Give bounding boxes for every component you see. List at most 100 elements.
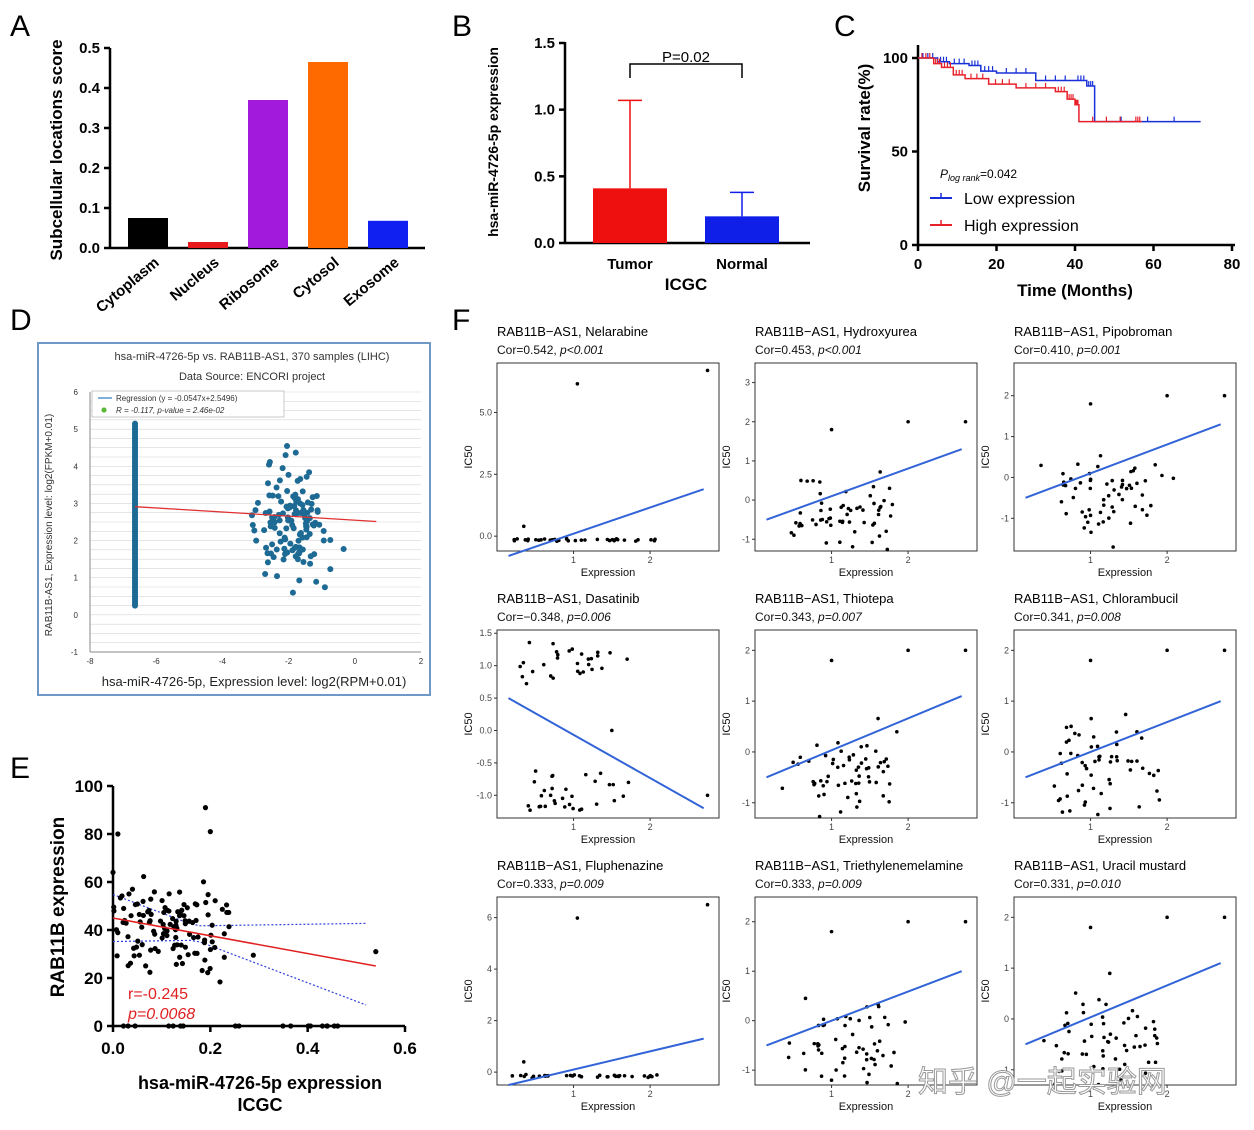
panel-e-point [212, 944, 218, 951]
panel-d-point [287, 540, 294, 547]
panel-e-point [111, 904, 117, 910]
panel-a-ytick-label: 0.1 [79, 200, 100, 217]
panel-f-point [571, 806, 575, 811]
panel-e-point [176, 913, 183, 919]
panel-d-point [292, 543, 299, 550]
panel-f-point [649, 538, 653, 542]
panel-f-point [1088, 478, 1093, 483]
panel-f-point [854, 791, 859, 796]
panel-f-point [1123, 712, 1128, 717]
panel-d-point [327, 536, 334, 543]
panel-f-point [870, 540, 874, 545]
panel-d-ytick-label: 2 [74, 537, 79, 546]
panel-f-point [1081, 1010, 1086, 1015]
panel-f-point [1138, 1044, 1142, 1049]
panel-f-point [1064, 725, 1069, 730]
panel-f-point [607, 782, 612, 787]
panel-f-ytick-label: -1 [742, 798, 750, 808]
panel-d-point [297, 530, 304, 537]
panel-e-point [217, 979, 223, 985]
panel-f-point [1105, 482, 1109, 486]
panel-e-p: p=0.0068 [127, 1006, 195, 1023]
panel-f-point [1122, 1043, 1127, 1048]
panel-f-point [839, 505, 843, 510]
panel-f-point [798, 521, 802, 526]
panel-a-ylabel: Subcellular locations score [47, 39, 66, 260]
panel-f-point [792, 533, 796, 538]
panel-f-point [1114, 1036, 1118, 1040]
panel-f-point [1149, 503, 1153, 508]
panel-e-ytick-label: 40 [84, 921, 103, 940]
panel-f-point [881, 1053, 885, 1058]
panel-d-point [307, 553, 314, 560]
panel-f-point [579, 538, 584, 542]
panel-e-point [201, 940, 208, 946]
legend-high-expression: High expression [964, 218, 1079, 235]
panel-e-ytick-label: 60 [84, 873, 103, 892]
panel-e-point [186, 931, 193, 937]
panel-f-point [705, 793, 710, 798]
panel-f-point [1113, 1057, 1118, 1061]
panel-f-point [555, 656, 560, 660]
panel-d-point [263, 544, 270, 551]
panel-d-point [282, 452, 289, 459]
panel-d-point [271, 524, 278, 531]
panel-e-point [224, 909, 230, 916]
panel-d-point [292, 449, 299, 456]
panel-f-point [1139, 736, 1144, 740]
panel-d-ytick-label: 1 [74, 574, 79, 583]
panel-e-point [117, 895, 124, 901]
panel-e-point [186, 918, 192, 924]
panel-e-point [181, 913, 187, 919]
panel-f-point [852, 529, 857, 534]
panel-f-point [1101, 1067, 1105, 1071]
panel-d-point [299, 488, 306, 495]
panel-f-xtick-label: 2 [906, 1089, 911, 1099]
panel-f-point [843, 781, 847, 786]
panel-f-point [570, 647, 575, 651]
panel-e-point [170, 1023, 176, 1029]
panel-f-point [869, 1025, 874, 1029]
panel-f-point [541, 662, 546, 667]
panel-f-subplot: RAB11B−AS1, Triethylenemelamine Cor=0.333… [721, 858, 978, 1113]
panel-f-point [843, 1023, 847, 1028]
panel-f-point [857, 774, 861, 778]
panel-f-point [1056, 798, 1061, 803]
panel-f-point [1146, 1060, 1151, 1065]
panel-f-plot-area [754, 362, 978, 552]
panel-f-point [1099, 791, 1104, 796]
panel-f-point [1061, 471, 1065, 476]
panel-f-xlabel: Expression [1098, 834, 1152, 846]
panel-f-ytick-label: 6 [487, 913, 492, 923]
panel-f-point [539, 793, 544, 798]
panel-f-point [650, 1074, 654, 1079]
panel-e-point [307, 1023, 314, 1029]
panel-f-point [841, 763, 846, 768]
panel-f-point [903, 1020, 907, 1024]
panel-f-point [705, 368, 710, 373]
panel-c-ytick-label: 50 [891, 144, 908, 161]
panel-f-point [798, 511, 803, 515]
panel-f-point [554, 650, 559, 654]
panel-f-point [1053, 1081, 1057, 1086]
panel-d-point [253, 537, 260, 544]
panel-f-point [595, 654, 600, 658]
panel-d-point [296, 548, 303, 555]
panel-f-point [828, 523, 833, 528]
panel-f-point [868, 493, 873, 498]
panel-f-ytick-label: -1 [742, 1065, 750, 1075]
panel-f-point [831, 757, 836, 762]
panel-f-point [1088, 658, 1093, 663]
panel-e-point [129, 886, 136, 892]
panel-f-plot-area [496, 629, 720, 819]
panel-f-point [829, 1078, 834, 1083]
panel-f-point [836, 741, 840, 745]
panel-f-point [887, 486, 892, 491]
panel-f-point [876, 512, 881, 517]
panel-label-f: F [452, 304, 470, 337]
panel-f-point [1105, 1039, 1110, 1044]
panel-f-point [1059, 499, 1064, 504]
panel-f-point [1060, 1069, 1064, 1073]
panel-d-point [307, 560, 314, 567]
panel-d-point [266, 461, 273, 468]
